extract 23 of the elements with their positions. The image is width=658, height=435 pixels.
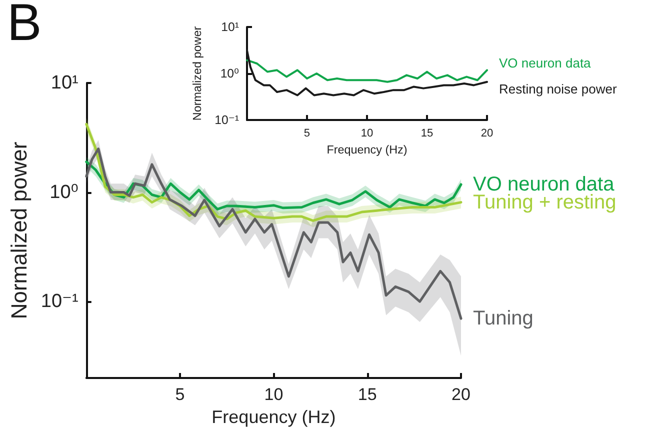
x-tick-label: 10: [360, 128, 374, 140]
x-tick-label: 20: [452, 385, 470, 404]
x-axis-title: Frequency (Hz): [212, 407, 336, 427]
y-tick-label: 10¹: [221, 20, 239, 34]
x-tick-label: 20: [480, 128, 494, 140]
y-tick-label: 10⁰: [220, 66, 240, 80]
x-tick-label: 5: [304, 128, 310, 140]
series-label: Tuning: [473, 308, 534, 330]
x-tick-label: 5: [175, 385, 185, 404]
line-series: [246, 59, 488, 83]
series-label: Resting noise power: [499, 81, 618, 96]
x-tick-label: 10: [264, 385, 284, 404]
x-axis-title: Frequency (Hz): [326, 143, 408, 156]
y-tick-label: 10¹: [50, 72, 78, 94]
series-label: VO neuron data: [499, 56, 592, 71]
y-axis-title: Normalized power: [6, 142, 32, 320]
y-tick-label: 10⁰: [50, 182, 78, 203]
y-axis-title: Normalized power: [191, 26, 204, 121]
y-tick-label: 10⁻¹: [40, 291, 78, 312]
chart-title: B: [7, 0, 42, 52]
y-tick-label: 10⁻¹: [214, 113, 239, 127]
x-tick-label: 15: [358, 385, 377, 404]
x-tick-label: 15: [420, 128, 434, 140]
